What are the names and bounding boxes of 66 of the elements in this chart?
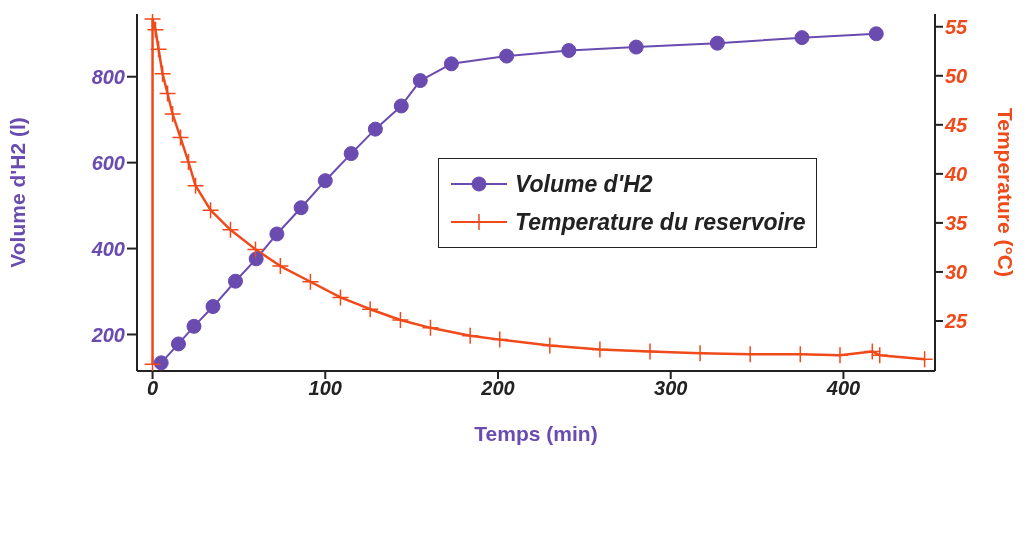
point (361, 300, 379, 318)
y2-tick-label: 50 (945, 64, 968, 87)
point (170, 336, 186, 352)
y2-tick-label: 30 (945, 261, 968, 284)
point (443, 56, 459, 72)
point (146, 20, 165, 39)
point (393, 98, 409, 114)
x-tick-label: 400 (825, 377, 861, 400)
y2-tick-label: 40 (944, 162, 968, 185)
point (794, 30, 810, 46)
y-tick-label: 400 (90, 237, 125, 260)
point (641, 342, 659, 361)
point (628, 39, 644, 55)
point (149, 40, 168, 59)
point (153, 65, 172, 83)
point (271, 257, 290, 275)
point (171, 128, 190, 147)
point (868, 26, 884, 42)
point (205, 299, 221, 315)
x-tick-label: 0 (146, 377, 159, 400)
point (870, 346, 889, 365)
point (863, 342, 882, 361)
point (221, 221, 240, 239)
point (541, 336, 559, 355)
point (421, 319, 440, 337)
y2-tick-label: 55 (945, 15, 969, 38)
point (179, 153, 198, 171)
point (343, 146, 359, 162)
point (269, 226, 285, 242)
point (591, 340, 609, 359)
point (158, 84, 177, 103)
point (293, 200, 309, 216)
x-tick-label: 300 (654, 377, 688, 400)
point (391, 311, 410, 329)
point (561, 43, 577, 59)
point (317, 173, 333, 189)
point (186, 318, 202, 334)
point (143, 355, 162, 371)
point (227, 273, 243, 289)
x-tick-label: 100 (308, 377, 342, 400)
point (412, 73, 428, 89)
point (367, 121, 383, 137)
y-tick-label: 600 (91, 151, 125, 174)
point (499, 48, 515, 64)
y2-tick-label: 35 (945, 212, 969, 234)
y2-axis-title: Temperature (°C) (993, 107, 1017, 278)
point (201, 201, 220, 219)
x-axis-title: Temps (min) (474, 422, 598, 445)
point (915, 350, 934, 368)
point (301, 273, 320, 291)
x-tick-label: 200 (480, 377, 515, 400)
y-tick-label: 800 (91, 65, 125, 88)
y-axis-title: Volume d'H2 (l) (6, 117, 30, 268)
point (709, 35, 725, 51)
legend-label: Temperature du reservoire (515, 208, 806, 236)
point (186, 176, 205, 195)
point (153, 355, 169, 371)
point (248, 251, 264, 267)
point (163, 105, 182, 123)
point (246, 240, 265, 259)
y2-tick-label: 25 (944, 310, 969, 333)
point (490, 330, 509, 349)
y-tick-label: 200 (90, 323, 125, 346)
point (331, 288, 350, 307)
y2-tick-label: 45 (944, 113, 969, 136)
legend-label: Volume d'H2 (515, 170, 653, 198)
